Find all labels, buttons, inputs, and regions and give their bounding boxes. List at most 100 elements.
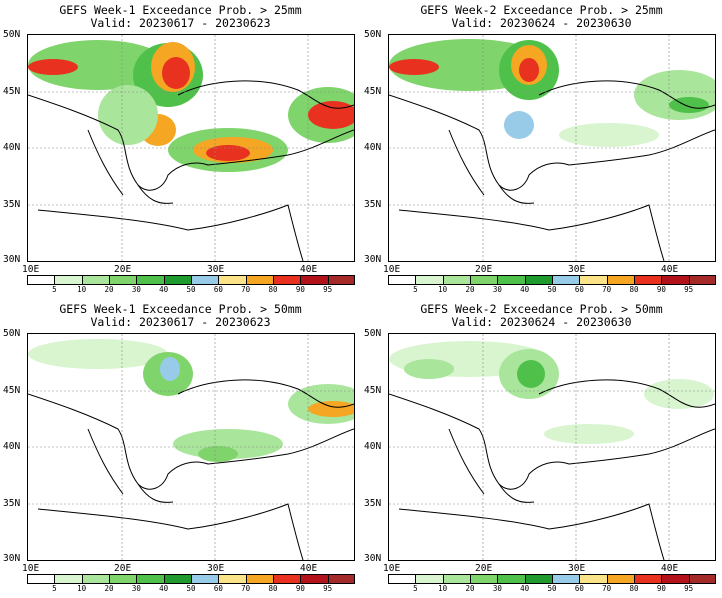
colorbar-tick-label: 50 <box>186 285 196 294</box>
colorbar-tick-label: 50 <box>547 285 557 294</box>
colorbar-tick-label: 5 <box>52 285 57 294</box>
colorbar-box <box>442 275 471 285</box>
colorbar-tick-label: 60 <box>213 584 223 593</box>
colorbar-tick-label: 80 <box>268 584 278 593</box>
gridlines <box>389 334 715 560</box>
colorbar-tick-label: 30 <box>492 584 502 593</box>
colorbar-tick-label: 70 <box>241 285 251 294</box>
colorbar: 5 10 20 30 40 50 60 70 80 90 95 <box>27 574 356 593</box>
lat-label: 40N <box>364 142 382 153</box>
precip-field <box>389 39 715 147</box>
lon-label: 20E <box>475 264 493 275</box>
coastlines <box>28 80 354 261</box>
colorbar-box <box>81 574 110 584</box>
panel-week1-25mm: GEFS Week-1 Exceedance Prob. > 25mm Vali… <box>0 0 361 299</box>
panel-subtitle: Valid: 20230624 - 20230630 <box>451 315 632 329</box>
colorbar-box <box>245 574 274 584</box>
colorbar-tick-label: 10 <box>77 584 87 593</box>
precip-field <box>28 40 354 172</box>
lat-label: 50N <box>364 29 382 40</box>
lon-label: 10E <box>383 264 401 275</box>
lat-label: 50N <box>364 328 382 339</box>
gridlines <box>28 334 354 560</box>
colorbar-box <box>606 574 635 584</box>
lat-label: 30N <box>364 553 382 564</box>
lon-label: 40E <box>661 563 679 574</box>
lon-label: 30E <box>207 264 225 275</box>
colorbar-tick-label: 90 <box>656 584 666 593</box>
colorbar-box <box>388 574 416 584</box>
lat-label: 45N <box>3 385 21 396</box>
colorbar-tick-label: 60 <box>574 584 584 593</box>
colorbar-tick-label: 20 <box>465 285 475 294</box>
lon-label: 10E <box>22 563 40 574</box>
colorbar-box <box>524 275 553 285</box>
colorbar-tick-label: 40 <box>159 584 169 593</box>
panel-subtitle: Valid: 20230617 - 20230623 <box>90 315 271 329</box>
lon-label: 10E <box>383 563 401 574</box>
lon-label: 40E <box>300 264 318 275</box>
panel-week1-50mm: GEFS Week-1 Exceedance Prob. > 50mm Vali… <box>0 299 361 598</box>
probability-map <box>27 333 355 561</box>
lat-label: 35N <box>3 498 21 509</box>
panel-title: GEFS Week-2 Exceedance Prob. > 25mm <box>420 3 663 17</box>
gridlines <box>28 35 354 261</box>
lat-label: 35N <box>364 498 382 509</box>
colorbar-box <box>163 574 192 584</box>
colorbar-box <box>661 574 690 584</box>
colorbar-box <box>218 275 247 285</box>
probability-map <box>388 333 716 561</box>
lat-label: 50N <box>3 328 21 339</box>
panel-title: GEFS Week-1 Exceedance Prob. > 50mm <box>59 302 302 316</box>
colorbar-box <box>415 574 444 584</box>
colorbar-tick-label: 20 <box>104 285 114 294</box>
colorbar-box <box>579 275 608 285</box>
colorbar-box <box>54 275 83 285</box>
colorbar-box <box>327 275 356 285</box>
colorbar-tick-label: 50 <box>547 584 557 593</box>
colorbar-box <box>191 574 219 584</box>
probability-map <box>27 34 355 262</box>
lat-label: 45N <box>364 385 382 396</box>
lon-label: 20E <box>475 563 493 574</box>
colorbar-tick-label: 80 <box>629 285 639 294</box>
lat-label: 45N <box>364 86 382 97</box>
colorbar-box <box>388 275 416 285</box>
colorbar-box <box>497 275 526 285</box>
colorbar-box <box>27 574 55 584</box>
colorbar-box <box>415 275 444 285</box>
panel-week2-50mm: GEFS Week-2 Exceedance Prob. > 50mm Vali… <box>361 299 722 598</box>
colorbar-tick-label: 90 <box>295 285 305 294</box>
colorbar-tick-label: 50 <box>186 584 196 593</box>
colorbar: 5 10 20 30 40 50 60 70 80 90 95 <box>388 574 717 593</box>
colorbar-box <box>688 275 717 285</box>
colorbar-tick-label: 60 <box>574 285 584 294</box>
colorbar-tick-label: 5 <box>413 584 418 593</box>
colorbar-tick-label: 30 <box>131 584 141 593</box>
colorbar-box <box>81 275 110 285</box>
colorbar-tick-label: 70 <box>602 285 612 294</box>
colorbar-box <box>245 275 274 285</box>
colorbar-box <box>552 574 580 584</box>
probability-map <box>388 34 716 262</box>
precip-field <box>28 339 354 462</box>
lon-label: 30E <box>568 264 586 275</box>
colorbar-box <box>552 275 580 285</box>
colorbar-box <box>300 574 329 584</box>
colorbar-box <box>136 574 165 584</box>
lat-label: 40N <box>3 142 21 153</box>
precip-field <box>389 341 714 444</box>
colorbar-tick-label: 10 <box>77 285 87 294</box>
lat-label: 40N <box>3 441 21 452</box>
lon-label: 20E <box>114 264 132 275</box>
lat-label: 40N <box>364 441 382 452</box>
colorbar-box <box>442 574 471 584</box>
colorbar-tick-label: 95 <box>684 285 694 294</box>
colorbar-box <box>579 574 608 584</box>
colorbar-tick-label: 10 <box>438 285 448 294</box>
colorbar-box <box>497 574 526 584</box>
colorbar-box <box>273 574 301 584</box>
colorbar-tick-label: 70 <box>241 584 251 593</box>
lat-label: 35N <box>3 199 21 210</box>
colorbar-box <box>606 275 635 285</box>
